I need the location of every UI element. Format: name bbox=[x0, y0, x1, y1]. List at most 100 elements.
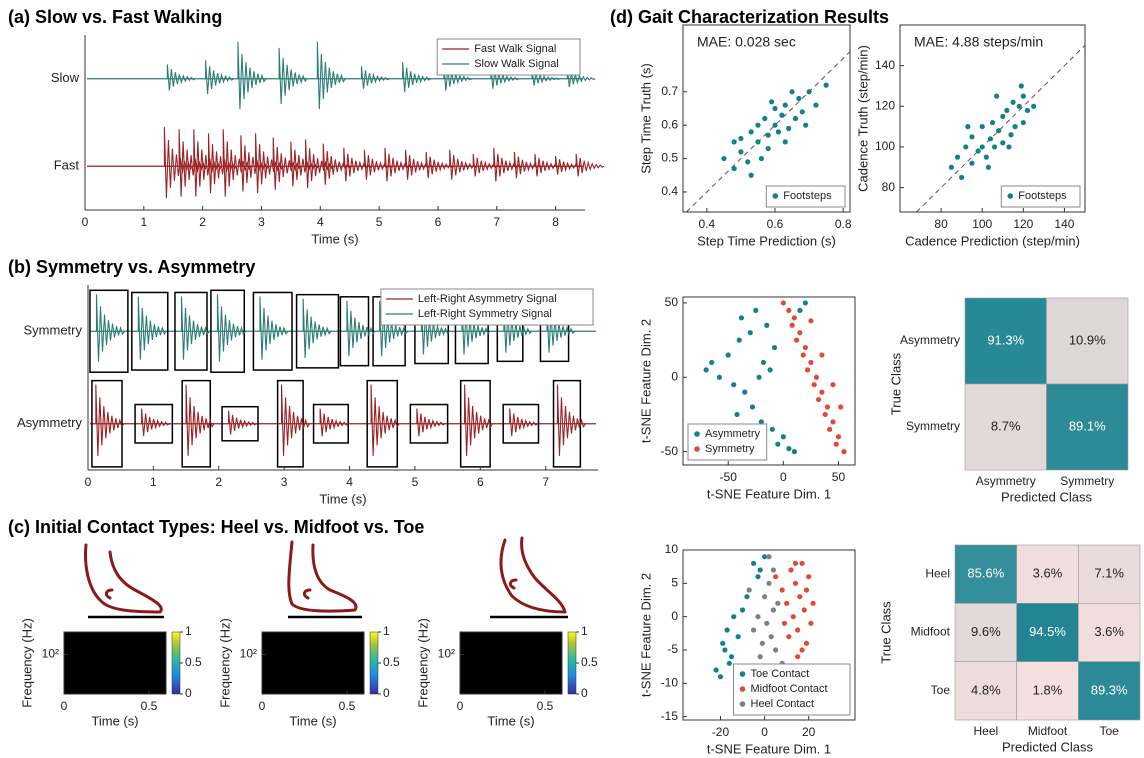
heat-cell bbox=[485, 632, 499, 643]
x-tick-label: 0.4 bbox=[699, 217, 716, 231]
y-tick-label: -5 bbox=[667, 642, 678, 656]
heat-cell bbox=[140, 663, 154, 674]
signal-burst bbox=[316, 41, 346, 110]
heat-cell bbox=[300, 632, 314, 643]
heat-cell bbox=[351, 652, 365, 664]
y-tick-label: 50 bbox=[665, 295, 679, 309]
heat-cell bbox=[262, 652, 276, 664]
point bbox=[808, 318, 814, 324]
heat-cell bbox=[338, 683, 352, 695]
signal-burst bbox=[280, 384, 310, 456]
point bbox=[720, 640, 726, 646]
x-tick-label: 6 bbox=[435, 215, 442, 229]
heat-cell bbox=[511, 632, 525, 643]
point bbox=[766, 554, 772, 560]
x-tick-label: 140 bbox=[1054, 217, 1074, 231]
x-axis-label: t-SNE Feature Dim. 1 bbox=[707, 741, 831, 756]
point bbox=[765, 132, 771, 138]
heat-cell bbox=[549, 632, 563, 643]
point bbox=[757, 567, 763, 573]
heat-cell bbox=[325, 663, 339, 674]
heat-cell bbox=[536, 683, 550, 695]
point bbox=[770, 567, 777, 573]
point bbox=[731, 139, 737, 145]
point bbox=[769, 99, 775, 105]
heat-cell bbox=[351, 663, 365, 674]
point bbox=[788, 567, 794, 573]
x-tick-label: 6 bbox=[477, 475, 484, 489]
signal-burst bbox=[255, 133, 285, 194]
point bbox=[782, 139, 788, 145]
colorbar-tick-label: 0 bbox=[581, 686, 588, 700]
heat-cell bbox=[64, 652, 78, 664]
y-axis-label: t-SNE Feature Dim. 2 bbox=[638, 319, 653, 443]
y-tick-label: 0.5 bbox=[661, 151, 678, 165]
point bbox=[969, 160, 975, 166]
point bbox=[1010, 99, 1016, 105]
signal-burst bbox=[259, 296, 289, 360]
point bbox=[979, 124, 985, 130]
step-window bbox=[252, 291, 293, 371]
x-tick-label: 0 bbox=[85, 475, 92, 489]
heat-cell bbox=[153, 642, 167, 654]
matrix-cell bbox=[1016, 544, 1079, 604]
signal-burst bbox=[228, 410, 257, 435]
cell-label: 1.8% bbox=[1033, 682, 1063, 697]
y-tick-label: 0 bbox=[671, 369, 678, 383]
point bbox=[792, 560, 799, 566]
heat-cell bbox=[498, 642, 512, 654]
point bbox=[1020, 93, 1026, 99]
signal-burst bbox=[207, 133, 237, 194]
signal-burst bbox=[346, 300, 376, 357]
point bbox=[790, 614, 796, 620]
heat-cell bbox=[313, 663, 327, 674]
signal-burst bbox=[319, 408, 349, 437]
signal-burst bbox=[360, 66, 390, 89]
step-window bbox=[312, 403, 349, 444]
heat-cell bbox=[115, 673, 129, 685]
panel-title: (b) Symmetry vs. Asymmetry bbox=[8, 257, 255, 277]
signal-burst bbox=[379, 300, 409, 357]
x-axis-label: Cadence Prediction (step/min) bbox=[905, 233, 1080, 248]
point bbox=[796, 95, 802, 102]
heat-cell bbox=[274, 652, 288, 664]
legend-swatch bbox=[1007, 193, 1014, 199]
point bbox=[721, 155, 727, 162]
heat-cell bbox=[102, 642, 116, 654]
x-tick-label: 5 bbox=[376, 215, 383, 229]
heat-cell bbox=[153, 652, 167, 664]
heat-cell bbox=[523, 652, 537, 664]
col-label: Asymmetry bbox=[976, 474, 1036, 488]
annotation: MAE: 4.88 steps/min bbox=[914, 34, 1043, 50]
heat-cell bbox=[140, 632, 154, 643]
colorbar bbox=[171, 631, 181, 695]
heat-cell bbox=[523, 632, 537, 643]
matrix-cell bbox=[1016, 603, 1079, 662]
heat-cell bbox=[338, 673, 352, 685]
heat-cell bbox=[325, 673, 339, 685]
point bbox=[830, 419, 836, 425]
plot-frame bbox=[682, 296, 856, 466]
heat-cell bbox=[536, 673, 550, 685]
colorbar-tick-label: 1 bbox=[383, 624, 390, 638]
plot-frame bbox=[63, 631, 167, 695]
cell-label: 4.8% bbox=[971, 682, 1001, 697]
x-tick-label: 0 bbox=[61, 699, 68, 713]
y-tick-label: 120 bbox=[875, 98, 895, 112]
cell-label: 89.3% bbox=[1091, 682, 1128, 697]
heat-cell bbox=[76, 642, 90, 654]
point bbox=[767, 367, 773, 373]
point bbox=[954, 154, 961, 160]
signal-burst bbox=[405, 149, 434, 180]
panel-title: (d) Gait Characterization Results bbox=[610, 7, 889, 27]
matrix-cell bbox=[1078, 544, 1141, 604]
legend-swatch bbox=[739, 701, 746, 707]
point bbox=[716, 374, 722, 380]
point bbox=[841, 449, 847, 455]
legend-box bbox=[436, 38, 581, 76]
point bbox=[823, 82, 829, 88]
signal-burst bbox=[472, 153, 502, 177]
point bbox=[717, 674, 724, 680]
foot-heel bbox=[84, 543, 164, 619]
